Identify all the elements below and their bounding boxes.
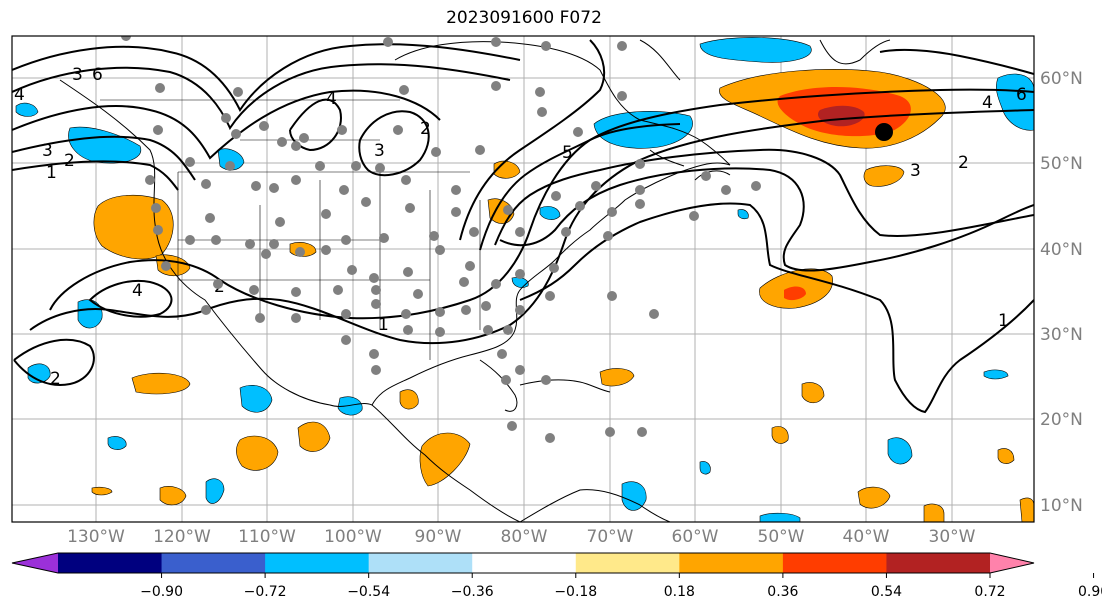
lat-label: 10°N	[1040, 496, 1083, 516]
colorbar-outline	[11, 552, 1035, 574]
colorbar-segment	[472, 553, 577, 573]
lat-label: 60°N	[1040, 69, 1083, 89]
contour-label: 6	[92, 65, 103, 85]
colorbar-segment	[12, 553, 58, 573]
colorbar-tick-label: 0.18	[664, 584, 695, 600]
lon-label: 130°W	[67, 527, 125, 547]
colorbar-tick-label: 0.54	[871, 584, 902, 600]
contour-label: 1	[378, 315, 389, 335]
lon-label: 100°W	[324, 527, 382, 547]
contour-label: 3	[72, 65, 83, 85]
contour-label: 2	[50, 369, 61, 389]
map-frame	[11, 35, 1035, 523]
contour-label: 4	[14, 85, 25, 105]
colorbar-tick-label: −0.36	[451, 584, 494, 600]
colorbar-tick-label: 0.90	[1078, 584, 1102, 600]
colorbar-tick-label: −0.54	[347, 584, 390, 600]
lon-label: 110°W	[238, 527, 296, 547]
lon-label: 40°W	[843, 527, 890, 547]
colorbar-segment	[886, 553, 991, 573]
colorbar-tick-label: 0.36	[767, 584, 798, 600]
colorbar-segment	[161, 553, 266, 573]
lon-label: 30°W	[929, 527, 976, 547]
station-dots	[121, 36, 761, 443]
colorbar-segment	[265, 553, 370, 573]
colorbar: −0.90 −0.72 −0.54 −0.36 −0.18 0.18 0.36 0.54 0.7…	[11, 552, 1102, 600]
lon-label: 50°W	[758, 527, 805, 547]
colorbar-tick-label: −0.18	[554, 584, 597, 600]
contour-label: 3	[374, 141, 385, 161]
lon-label: 70°W	[587, 527, 634, 547]
contour-labels: 3 6 4 3 2 1 4 2 1 5 4 3 2 1 4 6 2 3 2	[14, 65, 1027, 389]
chart-title: 2023091600 F072	[446, 8, 602, 28]
contour-label: 1	[998, 311, 1009, 331]
contour-label: 5	[562, 143, 573, 163]
contour-label: 6	[1016, 85, 1027, 105]
lat-label: 20°N	[1040, 410, 1083, 430]
colorbar-segment	[990, 553, 1034, 573]
contour-label: 1	[46, 163, 57, 183]
lon-label: 80°W	[501, 527, 548, 547]
contour-label: 4	[132, 281, 143, 301]
contour-label: 2	[64, 151, 75, 171]
contour-lines	[12, 39, 1034, 414]
contour-label: 3	[42, 141, 53, 161]
colorbar-tick-label: 0.72	[974, 584, 1005, 600]
contour-label: 4	[982, 93, 993, 113]
contour-label: 4	[326, 89, 337, 109]
lat-label: 50°N	[1040, 154, 1083, 174]
storm-center-marker	[875, 123, 893, 141]
colorbar-segment	[679, 553, 784, 573]
contour-label: 2	[958, 153, 969, 173]
longitude-labels: 130°W 120°W 110°W 100°W 90°W 80°W 70°W 6…	[67, 527, 976, 547]
colorbar-segment	[782, 553, 887, 573]
lat-label: 40°N	[1040, 240, 1083, 260]
colorbar-tick-label: −0.90	[140, 584, 183, 600]
contour-label: 3	[910, 161, 921, 181]
latitude-labels: 60°N 50°N 40°N 30°N 20°N 10°N	[1040, 69, 1083, 516]
lon-label: 90°W	[415, 527, 462, 547]
lon-label: 60°W	[672, 527, 719, 547]
colorbar-segment	[58, 553, 163, 573]
colorbar-segment	[575, 553, 680, 573]
contour-label: 2	[420, 119, 431, 139]
colorbar-segment	[368, 553, 473, 573]
colorbar-tick-label: −0.72	[244, 584, 287, 600]
lon-label: 120°W	[153, 527, 211, 547]
lat-label: 30°N	[1040, 325, 1083, 345]
